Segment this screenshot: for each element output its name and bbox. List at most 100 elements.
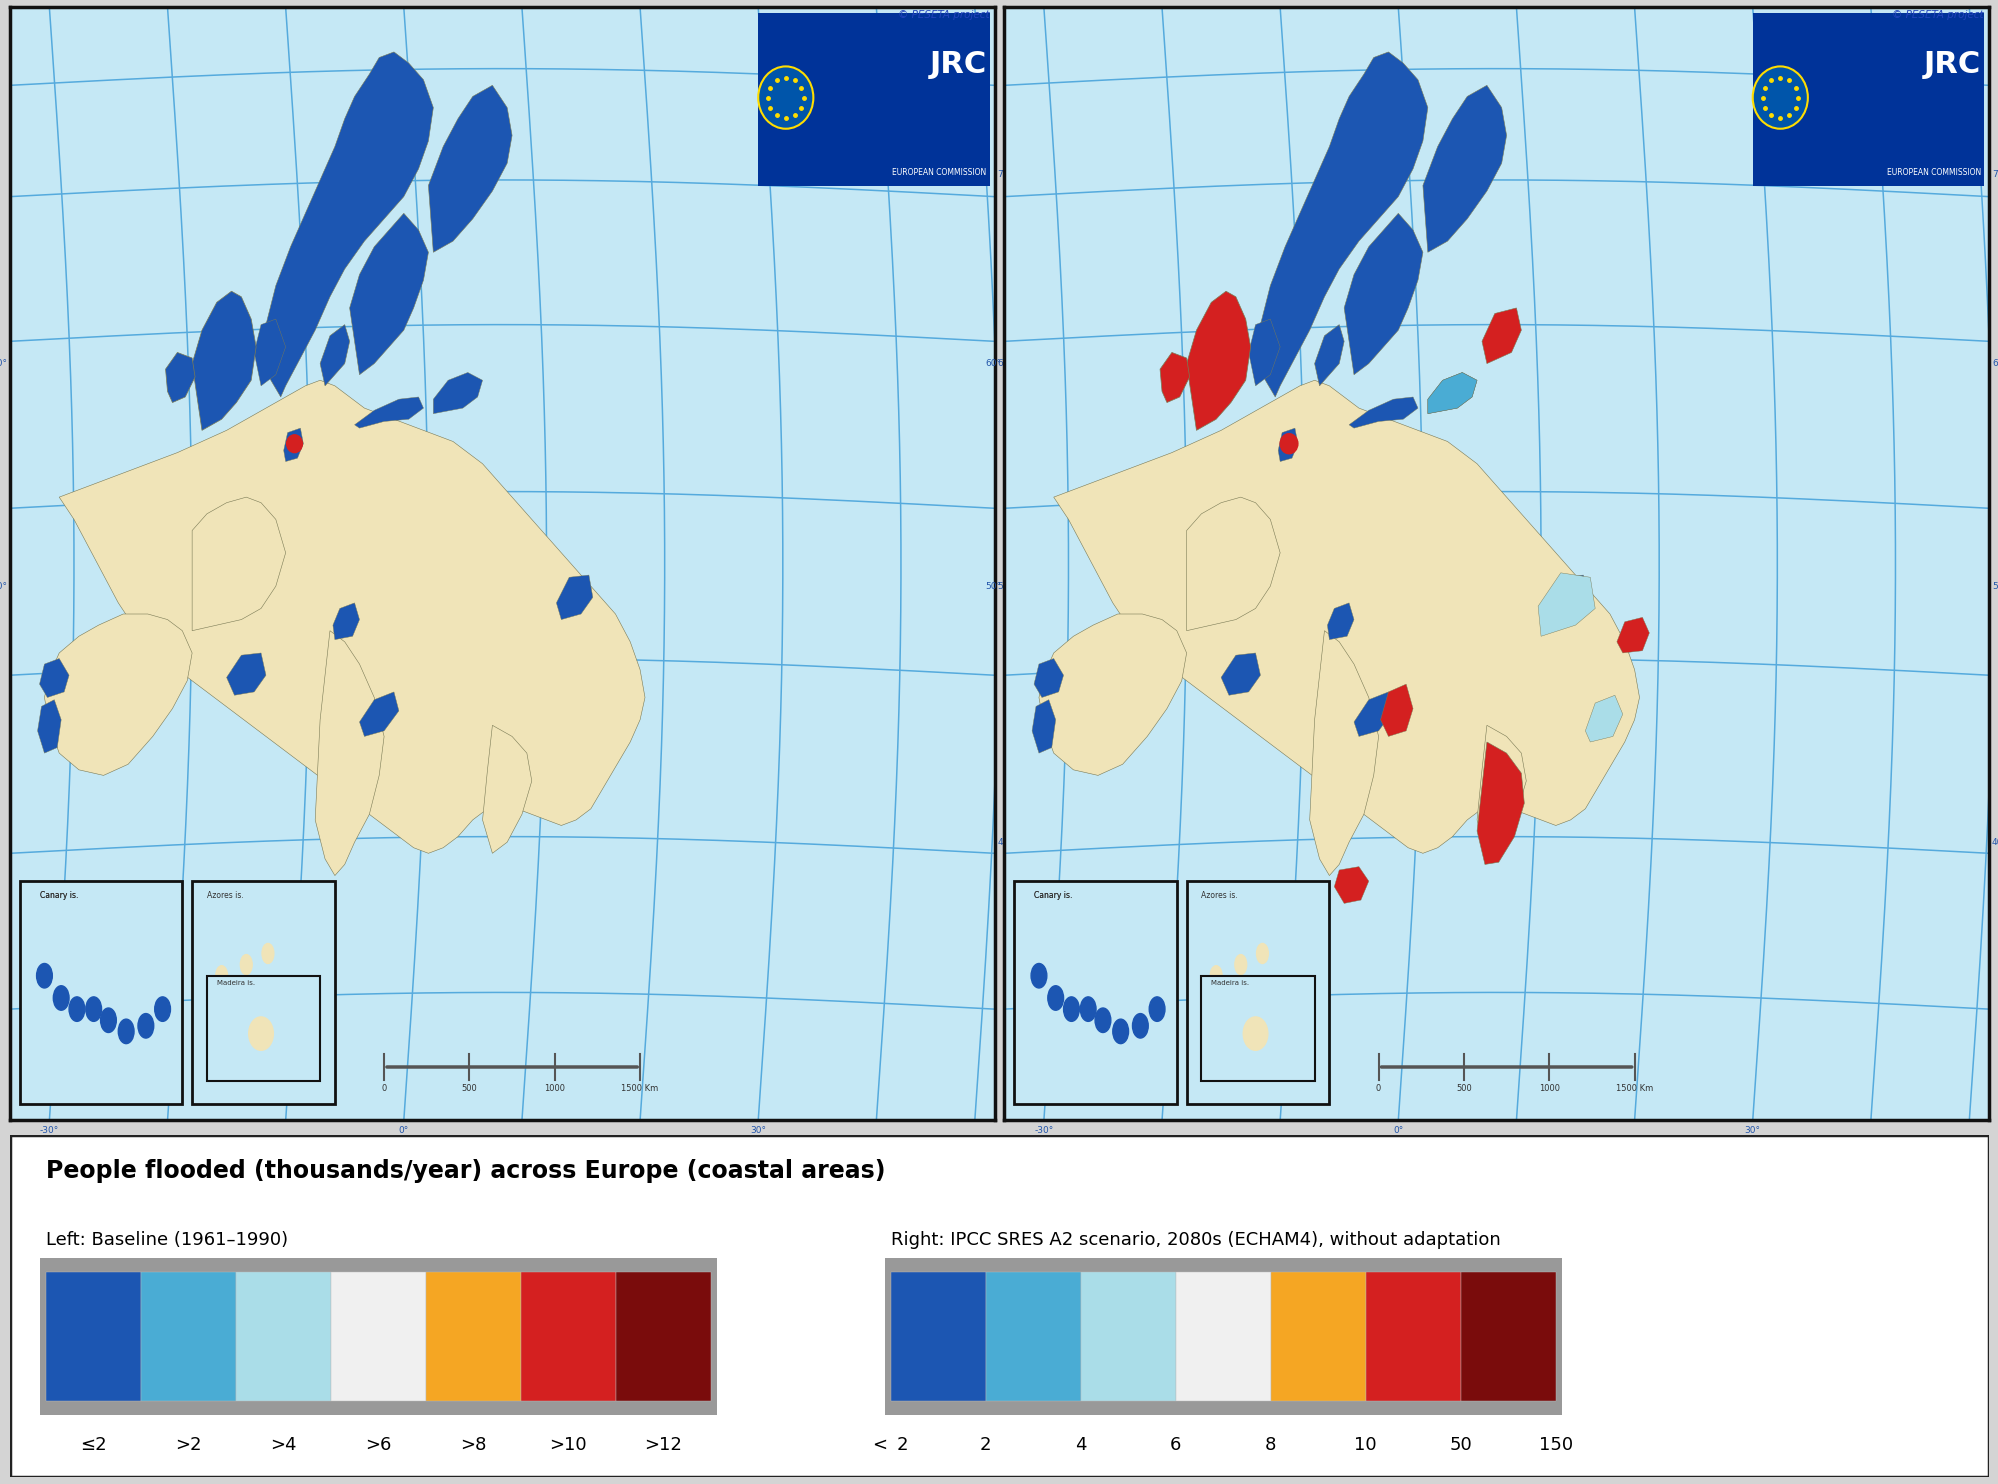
Text: 50°: 50° xyxy=(985,582,1001,591)
Ellipse shape xyxy=(1133,1014,1147,1039)
Polygon shape xyxy=(40,659,70,697)
Polygon shape xyxy=(254,319,286,386)
Bar xyxy=(46,1272,140,1401)
Polygon shape xyxy=(1315,325,1343,386)
Polygon shape xyxy=(1477,742,1524,864)
Text: 0°: 0° xyxy=(1393,1126,1403,1135)
Text: 1000: 1000 xyxy=(543,1085,565,1094)
Ellipse shape xyxy=(1257,944,1267,963)
Polygon shape xyxy=(1381,684,1413,736)
Bar xyxy=(1461,1272,1554,1401)
Ellipse shape xyxy=(1243,999,1255,1020)
Text: 30°: 30° xyxy=(1744,1126,1760,1135)
Bar xyxy=(1081,1272,1175,1401)
Text: -10°: -10° xyxy=(1271,0,1289,1)
Text: EUROPEAN COMMISSION: EUROPEAN COMMISSION xyxy=(891,168,987,177)
Polygon shape xyxy=(1221,653,1261,695)
Polygon shape xyxy=(38,700,62,752)
Ellipse shape xyxy=(1063,997,1079,1021)
Circle shape xyxy=(1752,67,1806,129)
Bar xyxy=(885,1258,1560,1416)
Text: >12: >12 xyxy=(643,1435,681,1454)
Text: Azores is.: Azores is. xyxy=(1201,890,1237,899)
Bar xyxy=(985,1272,1081,1401)
Bar xyxy=(757,13,989,186)
Bar xyxy=(1187,881,1329,1104)
Ellipse shape xyxy=(86,997,102,1021)
Polygon shape xyxy=(1477,726,1526,853)
Polygon shape xyxy=(1427,372,1477,414)
Text: >6: >6 xyxy=(366,1435,392,1454)
Polygon shape xyxy=(350,214,428,374)
Polygon shape xyxy=(1327,603,1353,640)
Text: 0°: 0° xyxy=(398,1126,410,1135)
Text: 10°: 10° xyxy=(513,0,529,1)
Text: 10: 10 xyxy=(1353,1435,1377,1454)
Text: 4: 4 xyxy=(1075,1435,1085,1454)
Polygon shape xyxy=(555,574,593,619)
Polygon shape xyxy=(1616,617,1648,653)
Ellipse shape xyxy=(1235,954,1247,975)
Text: 500: 500 xyxy=(1455,1085,1471,1094)
Text: 50°: 50° xyxy=(1990,582,1998,591)
Bar xyxy=(330,1272,426,1401)
Circle shape xyxy=(757,67,813,129)
Text: >8: >8 xyxy=(460,1435,486,1454)
Bar xyxy=(1175,1272,1271,1401)
Text: Right: IPCC SRES A2 scenario, 2080s (ECHAM4), without adaptation: Right: IPCC SRES A2 scenario, 2080s (ECH… xyxy=(891,1230,1500,1250)
Polygon shape xyxy=(1343,214,1423,374)
Text: 8: 8 xyxy=(1265,1435,1275,1454)
Polygon shape xyxy=(1353,692,1393,736)
Text: 1000: 1000 xyxy=(1538,1085,1558,1094)
Text: © PESETA project: © PESETA project xyxy=(1892,10,1984,19)
Text: -20°: -20° xyxy=(1153,0,1171,1)
Text: 1500 Km: 1500 Km xyxy=(1614,1085,1652,1094)
Text: JRC: JRC xyxy=(929,50,987,79)
Polygon shape xyxy=(1309,631,1379,876)
Bar xyxy=(885,1258,1560,1416)
Ellipse shape xyxy=(1113,1020,1129,1043)
Circle shape xyxy=(1279,433,1297,454)
Polygon shape xyxy=(1039,614,1187,775)
Polygon shape xyxy=(284,427,304,462)
Bar xyxy=(40,1258,715,1416)
Ellipse shape xyxy=(138,1014,154,1039)
Ellipse shape xyxy=(1031,963,1047,988)
Text: People flooded (thousands/year) across Europe (coastal areas): People flooded (thousands/year) across E… xyxy=(46,1159,885,1183)
Text: 30°: 30° xyxy=(749,0,765,1)
Bar xyxy=(885,1258,1560,1416)
Ellipse shape xyxy=(54,985,70,1011)
Bar xyxy=(885,1258,1560,1416)
Bar xyxy=(885,1258,1560,1416)
Text: 30°: 30° xyxy=(1744,0,1760,1)
Ellipse shape xyxy=(1283,994,1295,1014)
Ellipse shape xyxy=(100,1008,116,1033)
Ellipse shape xyxy=(248,999,260,1020)
Polygon shape xyxy=(1031,700,1055,752)
Ellipse shape xyxy=(240,954,252,975)
Text: 0: 0 xyxy=(382,1085,386,1094)
Text: 150: 150 xyxy=(1538,1435,1572,1454)
Polygon shape xyxy=(1053,380,1638,853)
Bar xyxy=(236,1272,330,1401)
Polygon shape xyxy=(1333,867,1369,904)
Polygon shape xyxy=(1277,427,1297,462)
Ellipse shape xyxy=(216,966,228,985)
Text: 1500 Km: 1500 Km xyxy=(621,1085,659,1094)
Ellipse shape xyxy=(272,994,284,1014)
Text: 20°: 20° xyxy=(631,0,647,1)
Text: 40°: 40° xyxy=(867,0,883,1)
Polygon shape xyxy=(1033,659,1063,697)
Polygon shape xyxy=(226,653,266,695)
Text: -10°: -10° xyxy=(276,0,296,1)
Ellipse shape xyxy=(36,963,52,988)
Bar xyxy=(615,1272,709,1401)
Text: 60°: 60° xyxy=(1990,359,1998,368)
Text: 60°: 60° xyxy=(997,359,1013,368)
Text: 40°: 40° xyxy=(997,837,1013,847)
Polygon shape xyxy=(320,325,350,386)
Text: 30°: 30° xyxy=(749,1126,765,1135)
Polygon shape xyxy=(1255,52,1427,396)
Bar xyxy=(1013,881,1177,1104)
Polygon shape xyxy=(1481,309,1520,364)
